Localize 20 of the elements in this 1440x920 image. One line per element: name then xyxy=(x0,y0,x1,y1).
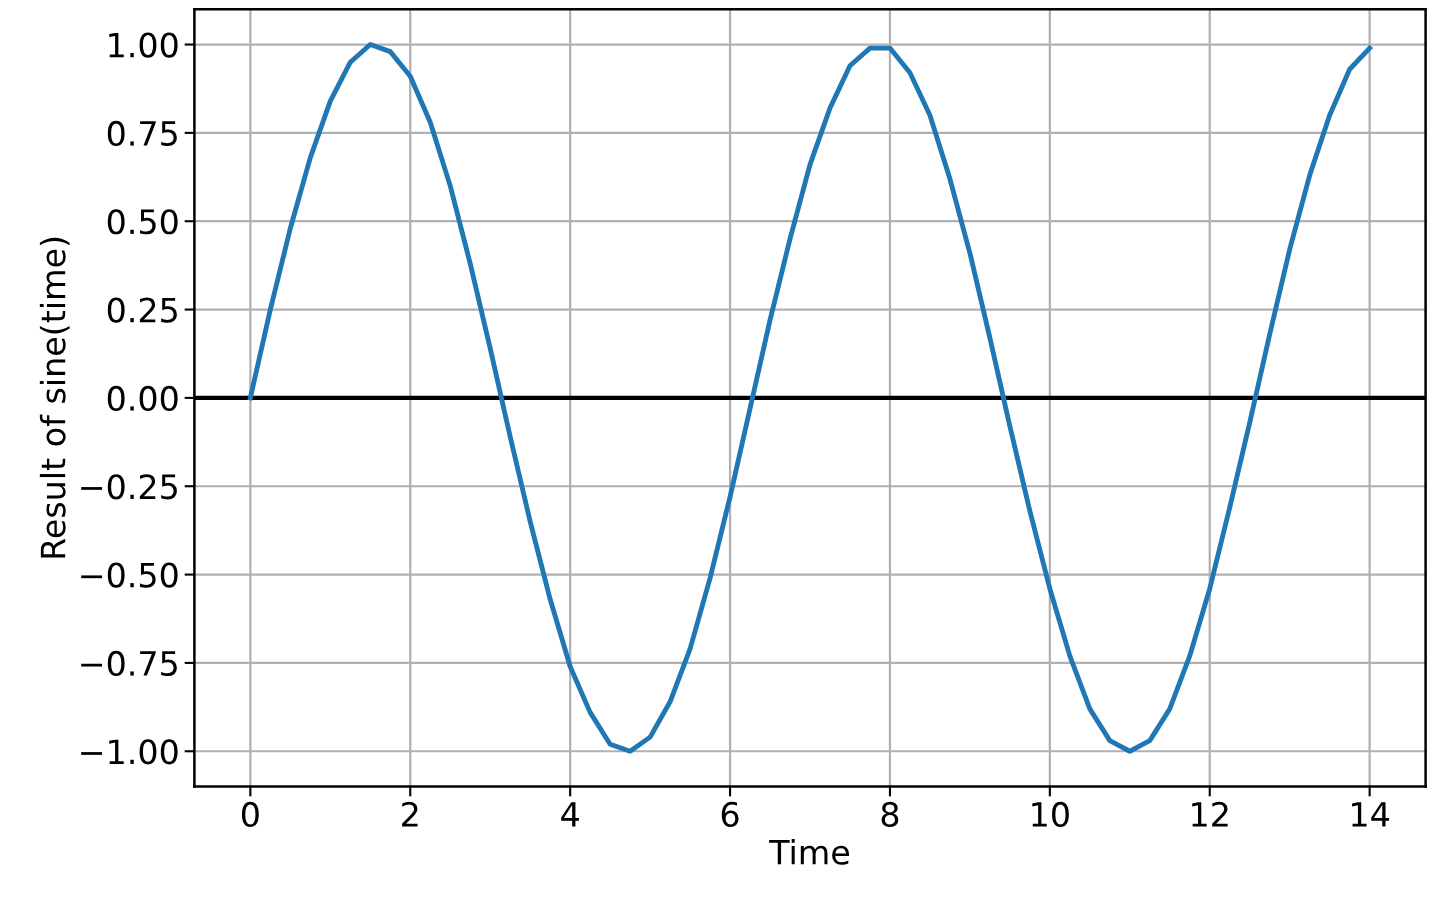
y-tick-label: 0.75 xyxy=(107,120,177,147)
y-tick-label: −0.25 xyxy=(81,474,177,500)
y-tick-label: 0.25 xyxy=(107,297,177,323)
x-tick-label: 8 xyxy=(881,801,899,827)
y-tick-label: 0.00 xyxy=(107,385,178,412)
x-tick-label: 4 xyxy=(561,802,579,827)
y-axis-title: Result of sine(time) xyxy=(39,237,70,558)
y-tick-label: 0.50 xyxy=(107,209,178,235)
y-tick-label: −1.00 xyxy=(81,739,178,765)
x-tick-label: 12 xyxy=(1192,801,1228,827)
y-tick-label: −0.50 xyxy=(81,562,178,588)
x-tick-label: 0 xyxy=(241,801,259,827)
x-tick-label: 14 xyxy=(1352,802,1389,827)
x-tick-label: 10 xyxy=(1032,801,1069,827)
x-tick-label: 6 xyxy=(721,801,739,827)
line-series xyxy=(247,42,1373,754)
x-axis-title: Time xyxy=(769,839,850,865)
x-tick-label: 2 xyxy=(402,801,418,827)
y-tick-label: −0.75 xyxy=(81,650,177,677)
y-tick-label: 1.00 xyxy=(109,32,178,58)
